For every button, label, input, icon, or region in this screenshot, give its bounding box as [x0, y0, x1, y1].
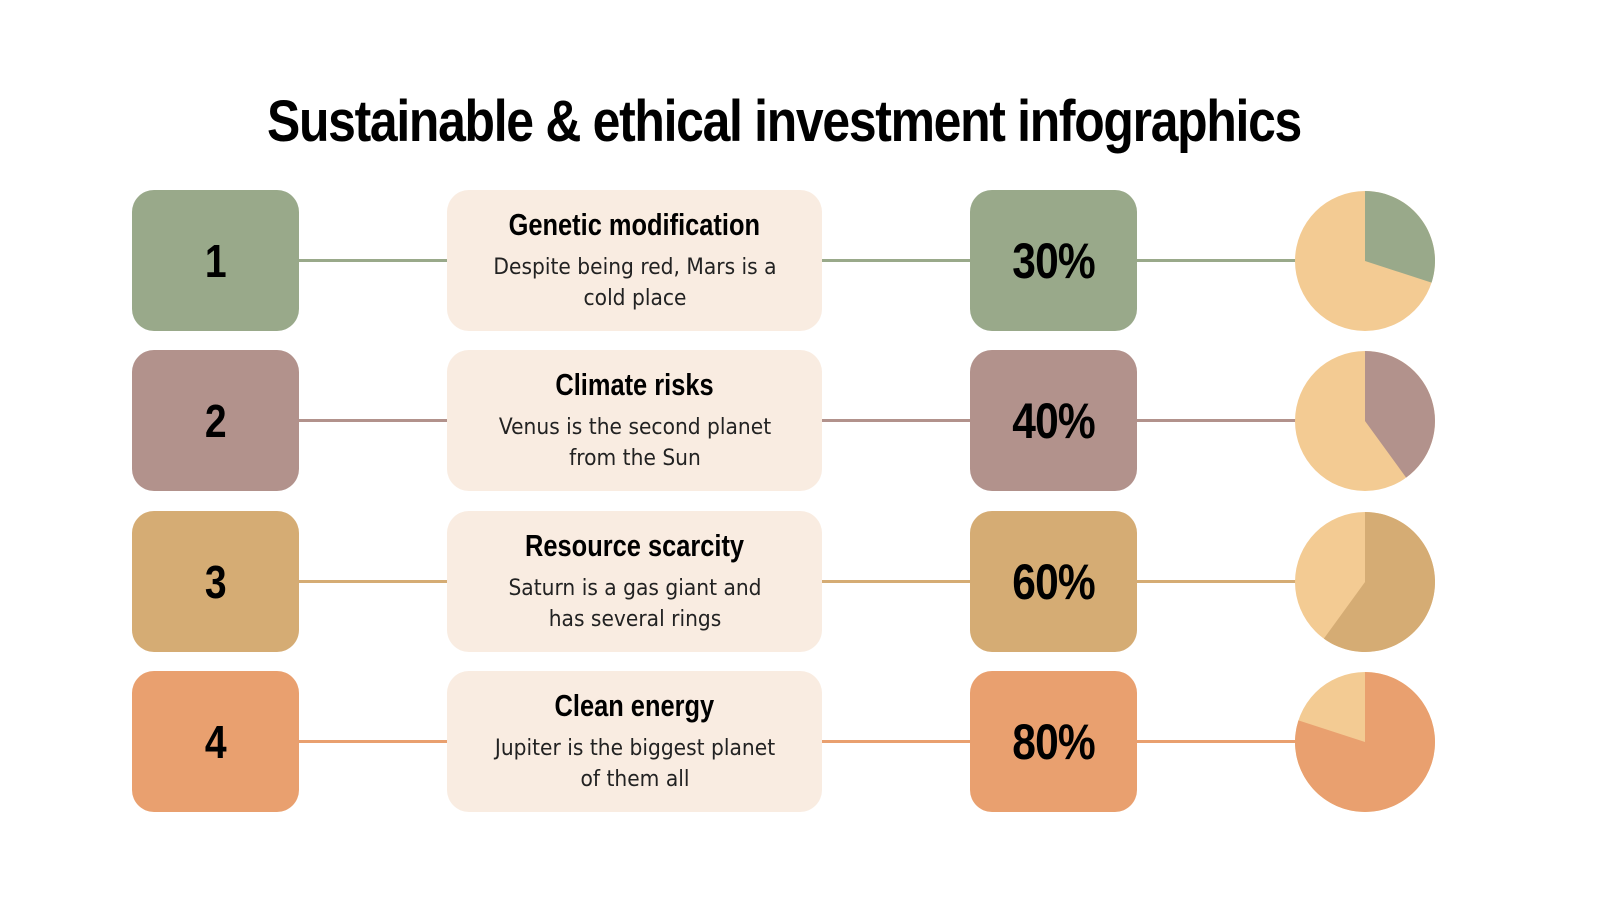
connector-line — [1137, 259, 1297, 262]
connector-line — [299, 740, 447, 743]
text-card: Clean energy Jupiter is the biggest plan… — [447, 671, 822, 812]
page-title: Sustainable & ethical investment infogra… — [266, 89, 1302, 154]
connector-line — [1137, 419, 1297, 422]
pie-chart-icon — [1295, 191, 1435, 331]
card-title: Clean energy — [554, 687, 715, 723]
connector-line — [299, 580, 447, 583]
step-number: 1 — [204, 234, 227, 287]
card-description: Despite being red, Mars is a cold place — [492, 254, 777, 311]
connector-line — [1137, 580, 1297, 583]
pie-chart-icon — [1295, 351, 1435, 491]
connector-line — [822, 259, 970, 262]
percent-value: 30% — [1012, 232, 1095, 289]
card-title: Climate risks — [555, 366, 714, 402]
percent-box: 80% — [970, 671, 1137, 812]
step-number: 4 — [204, 715, 227, 768]
infographic-row: 4 Clean energy Jupiter is the biggest pl… — [0, 671, 1600, 812]
card-description: Venus is the second planet from the Sun — [498, 414, 771, 471]
connector-line — [1137, 740, 1297, 743]
connector-line — [299, 259, 447, 262]
percent-value: 60% — [1012, 553, 1095, 610]
step-number-box: 2 — [132, 350, 299, 491]
card-title: Resource scarcity — [524, 527, 745, 563]
step-number-box: 1 — [132, 190, 299, 331]
connector-line — [822, 580, 970, 583]
step-number: 3 — [204, 555, 227, 608]
step-number: 2 — [204, 394, 227, 447]
infographic-row: 3 Resource scarcity Saturn is a gas gian… — [0, 511, 1600, 652]
pie-chart-icon — [1295, 672, 1436, 812]
card-description: Saturn is a gas giant and has several ri… — [507, 575, 762, 632]
connector-line — [299, 419, 447, 422]
step-number-box: 3 — [132, 511, 299, 652]
infographic-row: 2 Climate risks Venus is the second plan… — [0, 350, 1600, 491]
text-card: Resource scarcity Saturn is a gas giant … — [447, 511, 822, 652]
infographic-row: 1 Genetic modification Despite being red… — [0, 190, 1600, 331]
connector-line — [822, 740, 970, 743]
pie-chart-icon — [1295, 512, 1436, 652]
card-title: Genetic modification — [508, 206, 761, 242]
percent-box: 40% — [970, 350, 1137, 491]
card-description: Jupiter is the biggest planet of them al… — [494, 735, 775, 792]
percent-box: 60% — [970, 511, 1137, 652]
percent-value: 40% — [1012, 392, 1095, 449]
step-number-box: 4 — [132, 671, 299, 812]
connector-line — [822, 419, 970, 422]
percent-box: 30% — [970, 190, 1137, 331]
text-card: Genetic modification Despite being red, … — [447, 190, 822, 331]
text-card: Climate risks Venus is the second planet… — [447, 350, 822, 491]
percent-value: 80% — [1012, 713, 1095, 770]
